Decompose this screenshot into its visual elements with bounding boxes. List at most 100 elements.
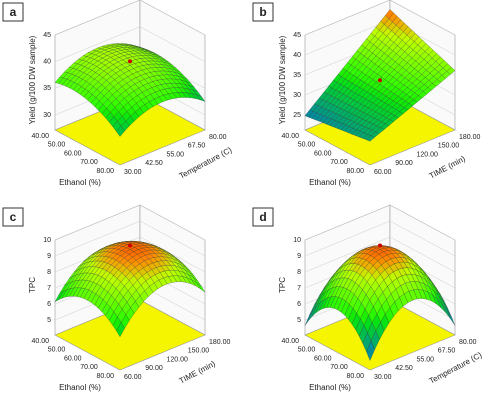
panel-label-box	[2, 2, 24, 22]
y-tick-label: 90.00	[395, 160, 413, 167]
y-tick-label: 42.50	[145, 160, 163, 167]
panel-label: c	[10, 210, 17, 224]
x-axis-title: Ethanol (%)	[59, 178, 101, 187]
z-tick-label: 8	[47, 269, 51, 276]
x-tick-label: 50.00	[48, 347, 66, 354]
x-tick-label: 50.00	[298, 347, 316, 354]
panel-label-box	[2, 207, 24, 227]
wall-grid-line	[139, 26, 206, 62]
y-tick-label: 180.00	[459, 134, 481, 141]
z-tick-label: 6	[297, 301, 301, 308]
z-tick-label: 45	[293, 32, 301, 39]
wall-grid-line	[304, 204, 391, 241]
wall-grid-line	[54, 0, 141, 36]
x-tick-label: 70.00	[80, 364, 98, 371]
wall-grid-line	[139, 236, 206, 273]
panel-label: d	[259, 210, 266, 224]
z-tick-label: 9	[47, 253, 51, 260]
x-tick-label: 50.00	[298, 142, 316, 149]
y-tick-label: 80.00	[459, 339, 477, 346]
x-tick-label: 60.00	[64, 355, 82, 362]
panel: b 25 30 35 40 45 Yield (g/100 DW sample) 40.00 5…	[252, 0, 481, 187]
x-tick-label: 40.00	[31, 133, 49, 140]
z-tick-label: 10	[293, 237, 301, 244]
y-tick-label: 120.00	[167, 356, 189, 363]
panel-label-box	[252, 207, 274, 227]
x-tick-label: 70.00	[80, 159, 98, 166]
x-tick-label: 80.00	[96, 168, 114, 175]
panel-label: a	[10, 5, 17, 19]
x-axis-title: Ethanol (%)	[309, 178, 351, 187]
wall-grid-line	[54, 204, 141, 241]
wall-grid-line	[304, 0, 391, 36]
z-tick-label: 6	[47, 301, 51, 308]
x-tick-label: 50.00	[48, 142, 66, 149]
wall-grid-line	[304, 19, 391, 56]
x-tick-label: 70.00	[330, 364, 348, 371]
y-tick-label: 180.00	[209, 339, 231, 346]
y-tick-label: 90.00	[145, 365, 163, 372]
x-tick-label: 40.00	[281, 133, 299, 140]
x-tick-label: 60.00	[314, 150, 332, 157]
x-tick-label: 40.00	[31, 338, 49, 345]
x-tick-label: 40.00	[281, 338, 299, 345]
z-tick-label: 8	[297, 269, 301, 276]
y-tick-label: 150.00	[188, 348, 210, 355]
surface-cell	[366, 340, 375, 361]
y-tick-label: 60.00	[374, 169, 392, 176]
wall-grid-line	[389, 220, 456, 257]
z-axis-title: TPC	[28, 277, 37, 293]
y-tick-label: 67.50	[188, 143, 206, 150]
y-axis-title: Temperature (C)	[428, 350, 484, 385]
y-tick-label: 150.00	[438, 143, 460, 150]
z-tick-label: 10	[43, 237, 51, 244]
wall-grid-line	[389, 0, 456, 36]
center-point	[378, 78, 382, 83]
y-tick-label: 55.00	[167, 151, 185, 158]
x-tick-label: 80.00	[346, 373, 364, 380]
z-tick-label: 30	[43, 112, 51, 119]
z-tick-label: 40	[43, 59, 51, 66]
y-tick-label: 30.00	[374, 374, 392, 381]
x-tick-label: 80.00	[346, 168, 364, 175]
y-tick-label: 80.00	[209, 134, 227, 141]
z-tick-label: 40	[293, 52, 301, 59]
z-tick-label: 5	[47, 317, 51, 324]
panel-label: b	[259, 5, 266, 19]
y-tick-label: 67.50	[438, 348, 456, 355]
z-tick-label: 5	[297, 317, 301, 324]
y-axis-title: Temperature (C)	[178, 145, 234, 180]
wall-grid-line	[139, 0, 206, 36]
wall-grid-line	[54, 220, 141, 257]
z-axis-title: Yield (g/100 DW sample)	[28, 35, 37, 124]
y-tick-label: 55.00	[417, 356, 435, 363]
x-tick-label: 60.00	[64, 150, 82, 157]
y-tick-label: 60.00	[124, 374, 142, 381]
panel: c5678910TPC40.0050.0060.0070.0080.00Etha…	[2, 204, 231, 392]
floor	[54, 94, 206, 166]
z-tick-label: 7	[297, 285, 301, 292]
center-point	[128, 243, 132, 248]
z-tick-label: 7	[47, 285, 51, 292]
x-tick-label: 60.00	[314, 355, 332, 362]
wall-grid-line	[304, 220, 391, 257]
surface-cell	[116, 125, 125, 137]
center-point	[378, 243, 382, 248]
x-tick-label: 80.00	[96, 373, 114, 380]
z-tick-label: 35	[43, 85, 51, 92]
y-tick-label: 120.00	[417, 151, 439, 158]
x-axis-title: Ethanol (%)	[59, 383, 101, 392]
wall-grid-line	[389, 236, 456, 273]
z-tick-label: 35	[293, 72, 301, 79]
z-tick-label: 9	[297, 253, 301, 260]
wall-grid-line	[54, 26, 141, 62]
x-axis-title: Ethanol (%)	[309, 383, 351, 392]
y-tick-label: 30.00	[124, 169, 142, 176]
z-axis-title: TPC	[278, 277, 287, 293]
wall-grid-line	[389, 204, 456, 241]
z-axis-title: Yield (g/100 DW sample)	[278, 35, 287, 124]
surface-cell	[116, 322, 125, 338]
floor	[54, 299, 206, 371]
y-tick-label: 42.50	[395, 365, 413, 372]
surface-cell	[366, 135, 375, 142]
